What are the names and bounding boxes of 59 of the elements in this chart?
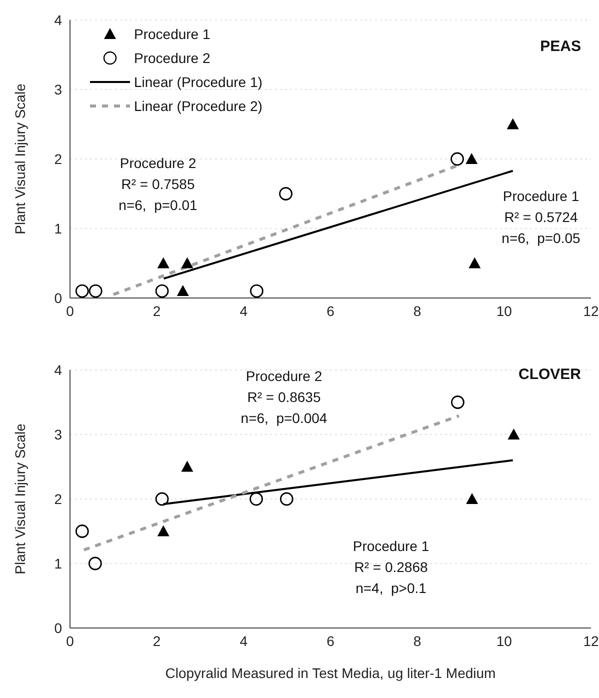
point — [250, 284, 264, 298]
legend-label: Linear (Procedure 2) — [134, 97, 262, 116]
point — [466, 493, 478, 504]
x-tick-label: 6 — [326, 302, 335, 319]
point — [468, 257, 481, 268]
x-tick-label: 8 — [413, 632, 422, 649]
point — [250, 492, 263, 506]
y-tick-label: 2 — [54, 490, 62, 507]
x-tick-label: 4 — [240, 302, 248, 319]
point — [88, 556, 102, 570]
point — [506, 118, 519, 130]
y-tick-label: 4 — [54, 362, 62, 378]
annotation: Procedure 2 R² = 0.8635 n=6, p=0.004 — [240, 367, 328, 428]
point — [88, 284, 102, 298]
x-tick-label: 2 — [152, 632, 161, 649]
point — [181, 460, 194, 472]
legend-label: Procedure 2 — [134, 49, 210, 68]
x-tick-label: 4 — [240, 632, 248, 649]
point — [181, 257, 194, 268]
point — [157, 525, 170, 536]
point — [279, 187, 292, 200]
x-axis-title: Clopyralid Measured in Test Media, ug liter-1 Medium — [165, 665, 496, 681]
point — [157, 257, 170, 268]
point — [508, 428, 520, 440]
point — [176, 285, 189, 296]
x-tick-label: 0 — [66, 632, 74, 649]
y-tick-label: 1 — [54, 220, 62, 236]
annotation: Procedure 2 R² = 0.7585 n=6, p=0.01 — [118, 154, 198, 215]
point — [155, 492, 169, 506]
annotation: Procedure 1 R² = 0.2868 n=4, p>0.1 — [352, 537, 430, 598]
y-tick-label: 3 — [54, 426, 62, 442]
legend-label: Procedure 1 — [134, 25, 210, 44]
chart-title: CLOVER — [518, 366, 581, 383]
y-tick-label: 3 — [54, 81, 62, 98]
y-tick-label: 4 — [54, 12, 62, 28]
x-tick-label: 6 — [326, 632, 335, 649]
x-tick-label: 2 — [152, 302, 161, 319]
x-tick-label: 0 — [66, 302, 74, 319]
annotation: Procedure 1 R² = 0.5724 n=6, p=0.05 — [502, 187, 580, 248]
text: PEAS — [540, 38, 581, 55]
point — [75, 524, 89, 538]
legend-label: Linear (Procedure 1) — [134, 73, 262, 92]
y-tick-label: 2 — [54, 150, 62, 167]
y-tick-label: 0 — [54, 620, 62, 636]
y-axis-title: Plant Visual Injury Scale — [12, 83, 28, 234]
point — [155, 284, 169, 298]
point — [450, 152, 464, 166]
y-axis-title: Plant Visual Injury Scale — [12, 423, 28, 574]
y-tick-label: 1 — [54, 555, 62, 572]
x-tick-label: 10 — [496, 302, 512, 319]
x-tick-label: 12 — [583, 632, 599, 649]
x-tick-label: 12 — [583, 302, 599, 319]
point — [75, 284, 89, 298]
point — [466, 153, 478, 164]
point — [451, 396, 464, 409]
point — [280, 492, 294, 506]
x-tick-label: 8 — [413, 302, 422, 319]
y-tick-label: 0 — [54, 290, 62, 306]
x-tick-label: 10 — [496, 632, 512, 649]
